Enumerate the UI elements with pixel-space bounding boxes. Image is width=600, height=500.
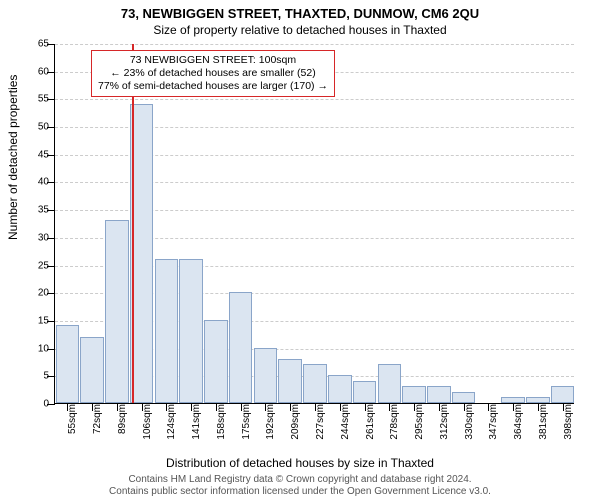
x-tick-label: 89sqm xyxy=(117,404,128,434)
x-tick-label: 227sqm xyxy=(315,404,326,440)
bar xyxy=(179,259,203,403)
bar xyxy=(229,292,253,403)
y-tick-label: 5 xyxy=(23,371,49,382)
y-tick-label: 25 xyxy=(23,260,49,271)
bar xyxy=(303,364,327,403)
x-tick-label: 347sqm xyxy=(488,404,499,440)
chart-title: 73, NEWBIGGEN STREET, THAXTED, DUNMOW, C… xyxy=(0,0,600,21)
bar xyxy=(278,359,302,403)
x-tick-label: 364sqm xyxy=(513,404,524,440)
bar xyxy=(378,364,402,403)
bar xyxy=(402,386,426,403)
x-tick-label: 295sqm xyxy=(414,404,425,440)
x-tick-label: 398sqm xyxy=(563,404,574,440)
marker-line xyxy=(132,44,134,403)
x-tick-label: 175sqm xyxy=(241,404,252,440)
plot-area: 0510152025303540455055606555sqm72sqm89sq… xyxy=(54,44,574,404)
x-tick-label: 72sqm xyxy=(92,404,103,434)
x-tick-label: 158sqm xyxy=(216,404,227,440)
x-axis-label: Distribution of detached houses by size … xyxy=(0,456,600,470)
x-tick-label: 192sqm xyxy=(265,404,276,440)
annotation-line: ← 23% of detached houses are smaller (52… xyxy=(98,67,328,80)
x-tick-label: 381sqm xyxy=(538,404,549,440)
bar xyxy=(80,337,104,403)
y-tick-label: 40 xyxy=(23,177,49,188)
annotation-box: 73 NEWBIGGEN STREET: 100sqm ← 23% of det… xyxy=(91,50,335,97)
bar xyxy=(452,392,476,403)
x-tick-label: 106sqm xyxy=(142,404,153,440)
bar xyxy=(427,386,451,403)
x-tick-label: 209sqm xyxy=(290,404,301,440)
chart-subtitle: Size of property relative to detached ho… xyxy=(0,21,600,37)
y-tick-label: 20 xyxy=(23,288,49,299)
bar xyxy=(551,386,575,403)
bar xyxy=(105,220,129,403)
x-tick-label: 141sqm xyxy=(191,404,202,440)
y-tick-label: 55 xyxy=(23,94,49,105)
x-tick-label: 312sqm xyxy=(439,404,450,440)
y-axis-label: Number of detached properties xyxy=(6,75,20,240)
annotation-line: 73 NEWBIGGEN STREET: 100sqm xyxy=(98,54,328,67)
bar xyxy=(328,375,352,403)
footer-line: Contains public sector information licen… xyxy=(0,486,600,498)
x-tick-label: 244sqm xyxy=(340,404,351,440)
y-tick-label: 30 xyxy=(23,232,49,243)
x-tick-label: 330sqm xyxy=(464,404,475,440)
y-tick-label: 60 xyxy=(23,66,49,77)
x-tick-label: 278sqm xyxy=(389,404,400,440)
y-tick-label: 50 xyxy=(23,122,49,133)
y-tick-label: 45 xyxy=(23,149,49,160)
chart-container: 73, NEWBIGGEN STREET, THAXTED, DUNMOW, C… xyxy=(0,0,600,500)
y-tick-label: 35 xyxy=(23,205,49,216)
x-tick-label: 124sqm xyxy=(166,404,177,440)
bar xyxy=(254,348,278,403)
annotation-line: 77% of semi-detached houses are larger (… xyxy=(98,80,328,93)
bar xyxy=(155,259,179,403)
x-tick-label: 55sqm xyxy=(67,404,78,434)
y-tick-label: 10 xyxy=(23,343,49,354)
y-tick-label: 65 xyxy=(23,39,49,50)
footer-line: Contains HM Land Registry data © Crown c… xyxy=(0,474,600,486)
bar xyxy=(353,381,377,403)
bar xyxy=(204,320,228,403)
x-tick-label: 261sqm xyxy=(365,404,376,440)
footer: Contains HM Land Registry data © Crown c… xyxy=(0,474,600,498)
bar xyxy=(56,325,80,403)
y-tick-label: 15 xyxy=(23,315,49,326)
y-tick-label: 0 xyxy=(23,399,49,410)
